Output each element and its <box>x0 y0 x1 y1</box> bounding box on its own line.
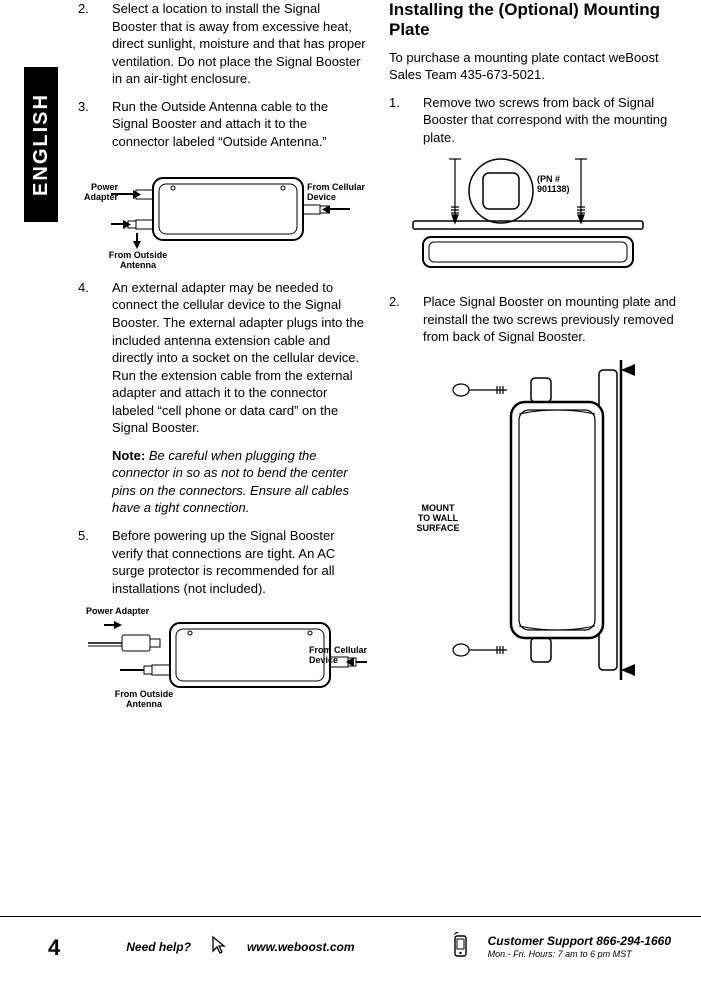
step-text: Run the Outside Antenna cable to the Sig… <box>112 98 367 151</box>
label-from-cellular-2: From Cellular Device <box>309 646 373 666</box>
step-5: 5. Before powering up the Signal Booster… <box>78 527 367 597</box>
support-block: Customer Support 866-294-1660 Mon.- Fri.… <box>488 935 671 960</box>
step-text: Place Signal Booster on mounting plate a… <box>423 293 678 346</box>
step-number: 5. <box>78 527 112 597</box>
label-from-outside: From Outside Antenna <box>102 251 174 271</box>
mounting-plate-heading: Installing the (Optional) Mounting Plate <box>389 0 678 41</box>
label-from-outside-2: From Outside Antenna <box>108 690 180 710</box>
diagram-wall-mount: MOUNT TO WALL SURFACE <box>389 360 678 685</box>
label-from-cellular: From Cellular Device <box>307 183 371 203</box>
label-power-adapter: Power Adapter <box>74 183 118 203</box>
diagram-mount-plate: (PN # 901138) <box>389 157 678 280</box>
right-column: Installing the (Optional) Mounting Plate… <box>389 0 678 898</box>
label-pn: (PN # 901138) <box>537 175 587 195</box>
website-url: www.weboost.com <box>247 939 355 955</box>
page-footer: 4 Need help? www.weboost.com Customer Su… <box>0 916 701 978</box>
note-label: Note: <box>112 448 145 463</box>
step-2: 2. Select a location to install the Sign… <box>78 0 367 88</box>
step-number: 2. <box>78 0 112 88</box>
right-step-1: 1. Remove two screws from back of Signal… <box>389 94 678 147</box>
need-help-text: Need help? <box>126 939 191 955</box>
step-number: 1. <box>389 94 423 147</box>
right-steps: 1. Remove two screws from back of Signal… <box>389 94 678 147</box>
label-mount-wall: MOUNT TO WALL SURFACE <box>407 504 469 534</box>
right-steps-2: 2. Place Signal Booster on mounting plat… <box>389 293 678 346</box>
step-number: 3. <box>78 98 112 151</box>
support-text: Customer Support 866-294-1660 <box>488 935 671 948</box>
diagram-connections-1: Power Adapter From Cellular Device From … <box>78 160 367 265</box>
language-tab-text: ENGLISH <box>28 93 55 196</box>
content-columns: 2. Select a location to install the Sign… <box>78 0 678 898</box>
step-text: Before powering up the Signal Booster ve… <box>112 527 367 597</box>
step-text: Select a location to install the Signal … <box>112 0 367 88</box>
step-text: Remove two screws from back of Signal Bo… <box>423 94 678 147</box>
step-text: An external adapter may be needed to con… <box>112 279 367 517</box>
diagram-connections-2: Power Adapter <box>78 607 367 707</box>
label-power-adapter-2: Power Adapter <box>86 607 367 617</box>
left-column: 2. Select a location to install the Sign… <box>78 0 367 898</box>
phone-icon <box>452 932 470 963</box>
left-steps-cont: 4. An external adapter may be needed to … <box>78 279 367 597</box>
right-step-2: 2. Place Signal Booster on mounting plat… <box>389 293 678 346</box>
page-number: 4 <box>48 933 60 963</box>
support-hours: Mon.- Fri. Hours: 7 am to 6 pm MST <box>488 948 671 960</box>
step-3: 3. Run the Outside Antenna cable to the … <box>78 98 367 151</box>
step-number: 4. <box>78 279 112 517</box>
mounting-intro: To purchase a mounting plate contact weB… <box>389 49 678 84</box>
step-number: 2. <box>389 293 423 346</box>
cursor-icon <box>209 935 229 960</box>
left-steps: 2. Select a location to install the Sign… <box>78 0 367 150</box>
step-4: 4. An external adapter may be needed to … <box>78 279 367 517</box>
language-tab: ENGLISH <box>24 67 58 222</box>
